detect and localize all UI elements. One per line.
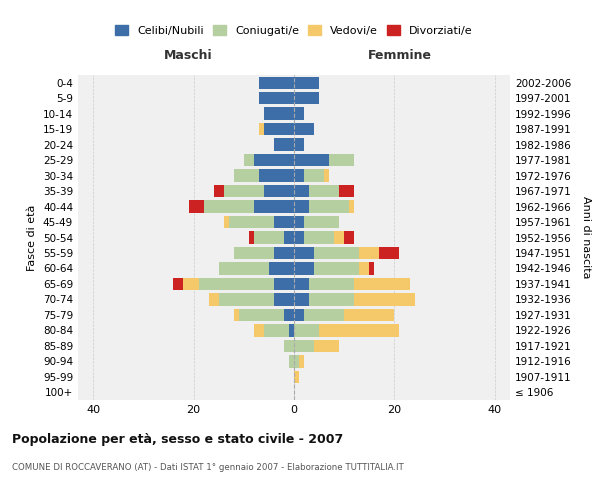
Text: Popolazione per età, sesso e stato civile - 2007: Popolazione per età, sesso e stato civil… [12,432,343,446]
Legend: Celibi/Nubili, Coniugati/e, Vedovi/e, Divorziati/e: Celibi/Nubili, Coniugati/e, Vedovi/e, Di… [112,22,476,40]
Bar [294,324,319,336]
Bar [229,216,274,228]
Bar [294,232,304,243]
Bar [224,216,229,228]
Bar [254,324,264,336]
Bar [188,200,203,212]
Bar [264,123,294,136]
Bar [284,308,294,321]
Bar [314,247,359,259]
Bar [289,324,294,336]
Bar [173,278,184,290]
Bar [259,92,294,104]
Bar [294,92,319,104]
Bar [274,293,294,306]
Bar [309,278,354,290]
Bar [334,232,344,243]
Text: COMUNE DI ROCCAVERANO (AT) - Dati ISTAT 1° gennaio 2007 - Elaborazione TUTTITALI: COMUNE DI ROCCAVERANO (AT) - Dati ISTAT … [12,462,404,471]
Bar [234,308,239,321]
Bar [349,200,354,212]
Bar [354,293,415,306]
Bar [309,200,349,212]
Bar [294,247,314,259]
Bar [294,123,314,136]
Bar [264,185,294,198]
Bar [299,355,304,368]
Bar [379,247,400,259]
Bar [294,278,309,290]
Bar [359,247,379,259]
Bar [294,170,304,182]
Bar [214,185,224,198]
Bar [370,262,374,274]
Bar [294,200,309,212]
Bar [239,308,284,321]
Y-axis label: Fasce di età: Fasce di età [28,204,37,270]
Bar [259,170,294,182]
Bar [203,200,254,212]
Bar [339,185,354,198]
Bar [294,216,304,228]
Bar [294,262,314,274]
Text: Maschi: Maschi [164,49,213,62]
Bar [294,355,299,368]
Bar [224,185,264,198]
Bar [254,154,294,166]
Bar [294,370,299,383]
Bar [274,216,294,228]
Bar [234,247,274,259]
Bar [354,278,410,290]
Bar [244,154,254,166]
Bar [294,293,309,306]
Bar [294,340,314,352]
Bar [304,216,339,228]
Text: Femmine: Femmine [367,49,431,62]
Bar [274,138,294,151]
Bar [359,262,370,274]
Bar [344,308,394,321]
Bar [304,170,324,182]
Bar [234,170,259,182]
Bar [294,308,304,321]
Bar [274,247,294,259]
Y-axis label: Anni di nascita: Anni di nascita [581,196,591,279]
Bar [209,293,218,306]
Bar [264,108,294,120]
Bar [249,232,254,243]
Bar [314,340,339,352]
Bar [294,185,309,198]
Bar [284,340,294,352]
Bar [309,293,354,306]
Bar [294,76,319,89]
Bar [259,76,294,89]
Bar [199,278,274,290]
Bar [259,123,264,136]
Bar [184,278,199,290]
Bar [329,154,354,166]
Bar [294,154,329,166]
Bar [294,108,304,120]
Bar [284,232,294,243]
Bar [344,232,354,243]
Bar [324,170,329,182]
Bar [294,138,304,151]
Bar [269,262,294,274]
Bar [304,308,344,321]
Bar [264,324,289,336]
Bar [314,262,359,274]
Bar [218,262,269,274]
Bar [218,293,274,306]
Bar [254,200,294,212]
Bar [304,232,334,243]
Bar [309,185,339,198]
Bar [319,324,400,336]
Bar [254,232,284,243]
Bar [274,278,294,290]
Bar [289,355,294,368]
